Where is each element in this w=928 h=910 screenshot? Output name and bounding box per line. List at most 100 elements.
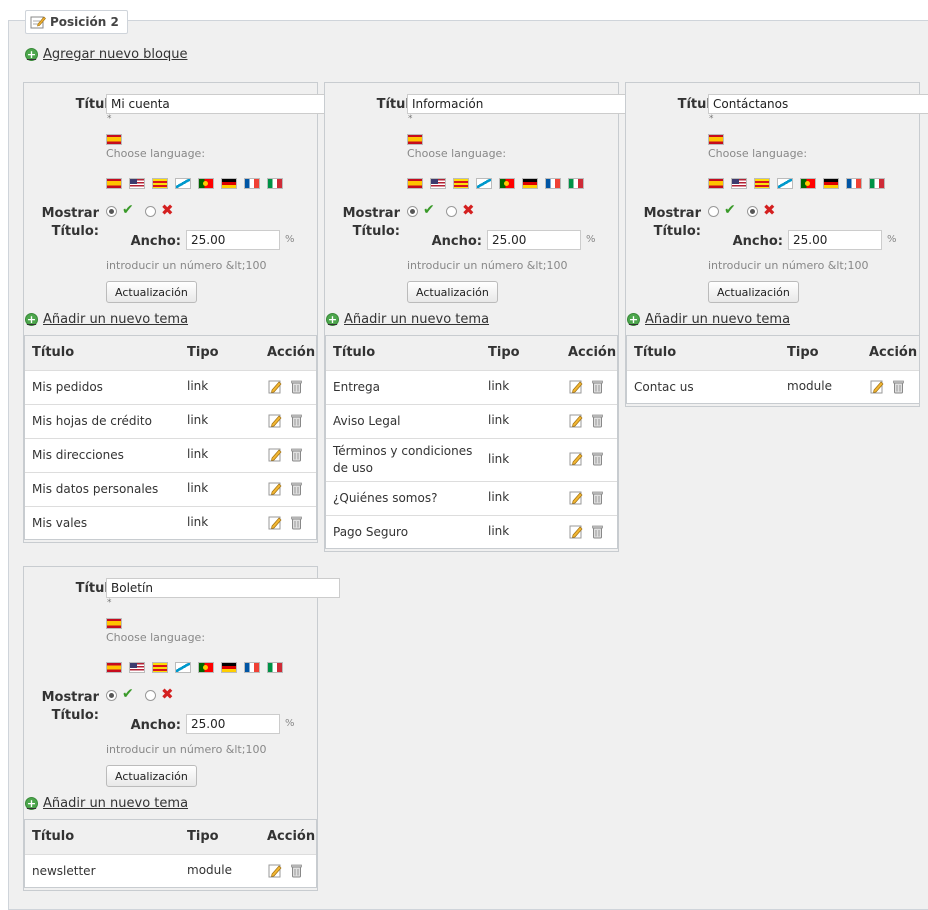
flag-pt-icon[interactable] [198,662,214,673]
flag-fr-icon[interactable] [846,178,862,189]
flag-gl-icon[interactable] [777,178,793,189]
add-icon: + [25,797,38,810]
flag-es-icon[interactable] [106,178,122,189]
show-title-no-radio[interactable] [145,206,156,217]
width-input[interactable] [186,714,280,734]
flag-es-icon[interactable] [106,618,122,629]
width-input[interactable] [788,230,882,250]
table-row: Mis hojas de crédito link [25,405,316,439]
block-title-input[interactable] [708,94,928,114]
flag-us-icon[interactable] [430,178,446,189]
show-title-no-radio[interactable] [747,206,758,217]
edit-icon[interactable] [870,380,884,394]
add-topic-link[interactable]: + Añadir un nuevo tema [25,312,188,327]
percent-label: % [586,234,596,245]
flag-it-icon[interactable] [267,178,283,189]
delete-icon[interactable] [291,448,302,462]
block-title-input[interactable] [106,94,340,114]
edit-icon[interactable] [268,380,282,394]
update-button[interactable]: Actualización [407,281,498,303]
row-title: Términos y condiciones de uso [333,444,473,475]
show-title-yes-radio[interactable] [106,206,117,217]
row-title: ¿Quiénes somos? [333,491,438,505]
edit-icon[interactable] [569,525,583,539]
width-input[interactable] [186,230,280,250]
flag-ca-icon[interactable] [754,178,770,189]
flag-es-icon[interactable] [106,134,122,145]
delete-icon[interactable] [592,491,603,505]
table-row: Mis pedidos link [25,371,316,405]
row-type: module [787,379,832,393]
flag-ca-icon[interactable] [152,178,168,189]
flag-fr-icon[interactable] [545,178,561,189]
flag-fr-icon[interactable] [244,178,260,189]
row-type: link [488,490,510,504]
edit-icon[interactable] [569,491,583,505]
update-button[interactable]: Actualización [708,281,799,303]
block-title-input[interactable] [106,578,340,598]
edit-icon[interactable] [268,414,282,428]
flag-it-icon[interactable] [869,178,885,189]
update-button[interactable]: Actualización [106,281,197,303]
edit-icon[interactable] [268,448,282,462]
flag-gl-icon[interactable] [175,178,191,189]
delete-icon[interactable] [291,482,302,496]
add-topic-link[interactable]: + Añadir un nuevo tema [326,312,489,327]
width-input[interactable] [487,230,581,250]
flag-pt-icon[interactable] [800,178,816,189]
flag-ca-icon[interactable] [152,662,168,673]
flag-pt-icon[interactable] [499,178,515,189]
delete-icon[interactable] [592,525,603,539]
show-title-yes-radio[interactable] [106,690,117,701]
width-hint: introducir un número &lt;100 [106,259,267,272]
mostrar-label: Mostrar [41,206,99,221]
delete-icon[interactable] [893,380,904,394]
flag-de-icon[interactable] [522,178,538,189]
flag-de-icon[interactable] [221,662,237,673]
block-title-input[interactable] [407,94,641,114]
delete-icon[interactable] [291,516,302,530]
delete-icon[interactable] [592,414,603,428]
add-icon: + [25,48,38,61]
show-title-yes-radio[interactable] [407,206,418,217]
update-button[interactable]: Actualización [106,765,197,787]
flag-es-icon[interactable] [407,134,423,145]
edit-icon[interactable] [569,452,583,466]
flag-it-icon[interactable] [267,662,283,673]
delete-icon[interactable] [291,414,302,428]
flag-es-icon[interactable] [106,662,122,673]
delete-icon[interactable] [592,452,603,466]
flag-es-icon[interactable] [708,178,724,189]
flag-gl-icon[interactable] [175,662,191,673]
delete-icon[interactable] [592,380,603,394]
add-topic-link[interactable]: + Añadir un nuevo tema [25,796,188,811]
show-title-yes-radio[interactable] [708,206,719,217]
edit-icon[interactable] [268,864,282,878]
delete-icon[interactable] [291,864,302,878]
edit-icon[interactable] [569,380,583,394]
add-topic-link[interactable]: + Añadir un nuevo tema [627,312,790,327]
col-title-header: Título [634,345,677,360]
table-row: Aviso Legal link [326,405,617,439]
check-icon: ✔ [423,202,435,218]
flag-pt-icon[interactable] [198,178,214,189]
flag-fr-icon[interactable] [244,662,260,673]
flag-gl-icon[interactable] [476,178,492,189]
flag-de-icon[interactable] [823,178,839,189]
add-block-link[interactable]: + Agregar nuevo bloque [25,47,187,62]
flag-es-icon[interactable] [708,134,724,145]
flag-us-icon[interactable] [129,662,145,673]
flag-it-icon[interactable] [568,178,584,189]
topics-table: Título Tipo Acción Contac us module [626,335,920,404]
flag-de-icon[interactable] [221,178,237,189]
show-title-no-radio[interactable] [145,690,156,701]
flag-us-icon[interactable] [731,178,747,189]
edit-icon[interactable] [268,482,282,496]
show-title-no-radio[interactable] [446,206,457,217]
flag-es-icon[interactable] [407,178,423,189]
flag-us-icon[interactable] [129,178,145,189]
delete-icon[interactable] [291,380,302,394]
edit-icon[interactable] [569,414,583,428]
edit-icon[interactable] [268,516,282,530]
flag-ca-icon[interactable] [453,178,469,189]
